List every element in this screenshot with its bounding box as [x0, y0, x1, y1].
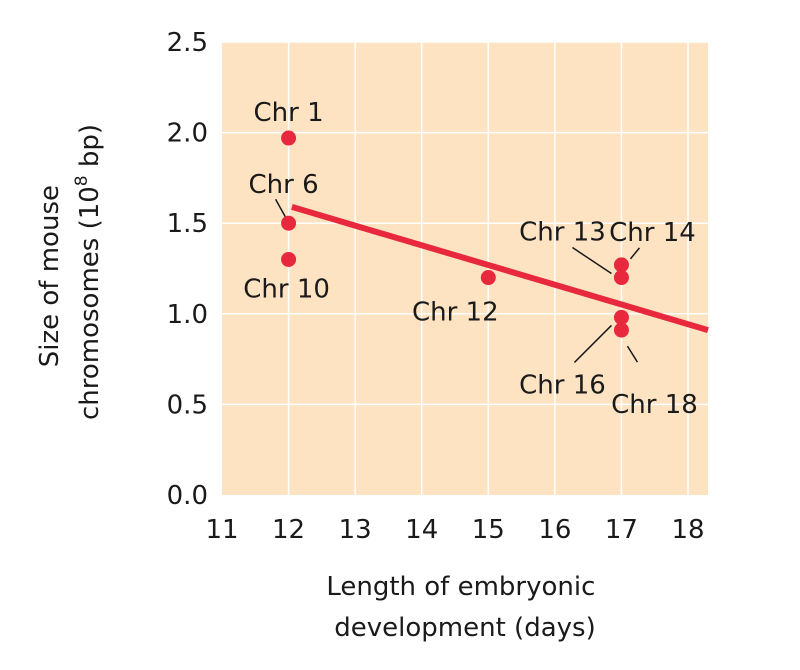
- data-point-3: [480, 270, 496, 286]
- x-tick-label: 13: [339, 515, 372, 545]
- x-axis-ticks: 11 12 13 14 15 16 17 18: [205, 515, 704, 545]
- point-label: Chr 1: [254, 98, 324, 128]
- point-label: Chr 14: [609, 218, 696, 248]
- y-axis-label: Size of mouse chromosomes (108 bp): [35, 124, 105, 420]
- data-point-1: [281, 215, 297, 231]
- point-label: Chr 6: [249, 170, 319, 200]
- x-tick-label: 16: [538, 515, 571, 545]
- leader-line: [626, 345, 639, 363]
- leader-line: [629, 247, 641, 260]
- x-tick-label: 17: [605, 515, 638, 545]
- y-tick-label: 1.5: [167, 209, 208, 239]
- leader-line: [573, 324, 612, 363]
- point-label: Chr 13: [519, 218, 606, 248]
- point-labels: Chr 1 Chr 6 Chr 10 Chr 12 Chr 13 Chr 14 Chr 16…: [243, 98, 698, 420]
- y-tick-label: 1.0: [167, 300, 208, 330]
- x-tick-label: 14: [405, 515, 438, 545]
- data-point-2: [281, 251, 297, 267]
- x-tick-label: 11: [205, 515, 238, 545]
- x-tick-label: 18: [671, 515, 704, 545]
- leader-line: [572, 246, 612, 275]
- trend-line: [291, 204, 709, 333]
- point-label: Chr 18: [611, 390, 698, 420]
- grid: [222, 41, 708, 495]
- leader-line: [274, 198, 287, 218]
- x-tick-label: 15: [472, 515, 505, 545]
- point-label: Chr 10: [243, 274, 330, 304]
- y-tick-label: 2.0: [167, 119, 208, 149]
- point-label: Chr 12: [412, 298, 499, 328]
- data-point-5: [613, 257, 629, 273]
- data-points: [281, 130, 629, 338]
- x-tick-label: 12: [272, 515, 305, 545]
- data-point-0: [281, 130, 297, 146]
- point-label: Chr 16: [519, 370, 606, 400]
- y-tick-label: 0.5: [167, 390, 208, 420]
- label-leader-lines: [274, 198, 641, 363]
- x-axis-label: Length of embryonic development (days): [326, 572, 603, 643]
- y-axis-ticks: 0.0 0.5 1.0 1.5 2.0 2.5: [167, 28, 208, 511]
- y-tick-label: 0.0: [167, 481, 208, 511]
- data-point-4: [613, 270, 629, 286]
- y-tick-label: 2.5: [167, 28, 208, 58]
- data-point-6: [613, 309, 629, 325]
- data-point-7: [613, 322, 629, 338]
